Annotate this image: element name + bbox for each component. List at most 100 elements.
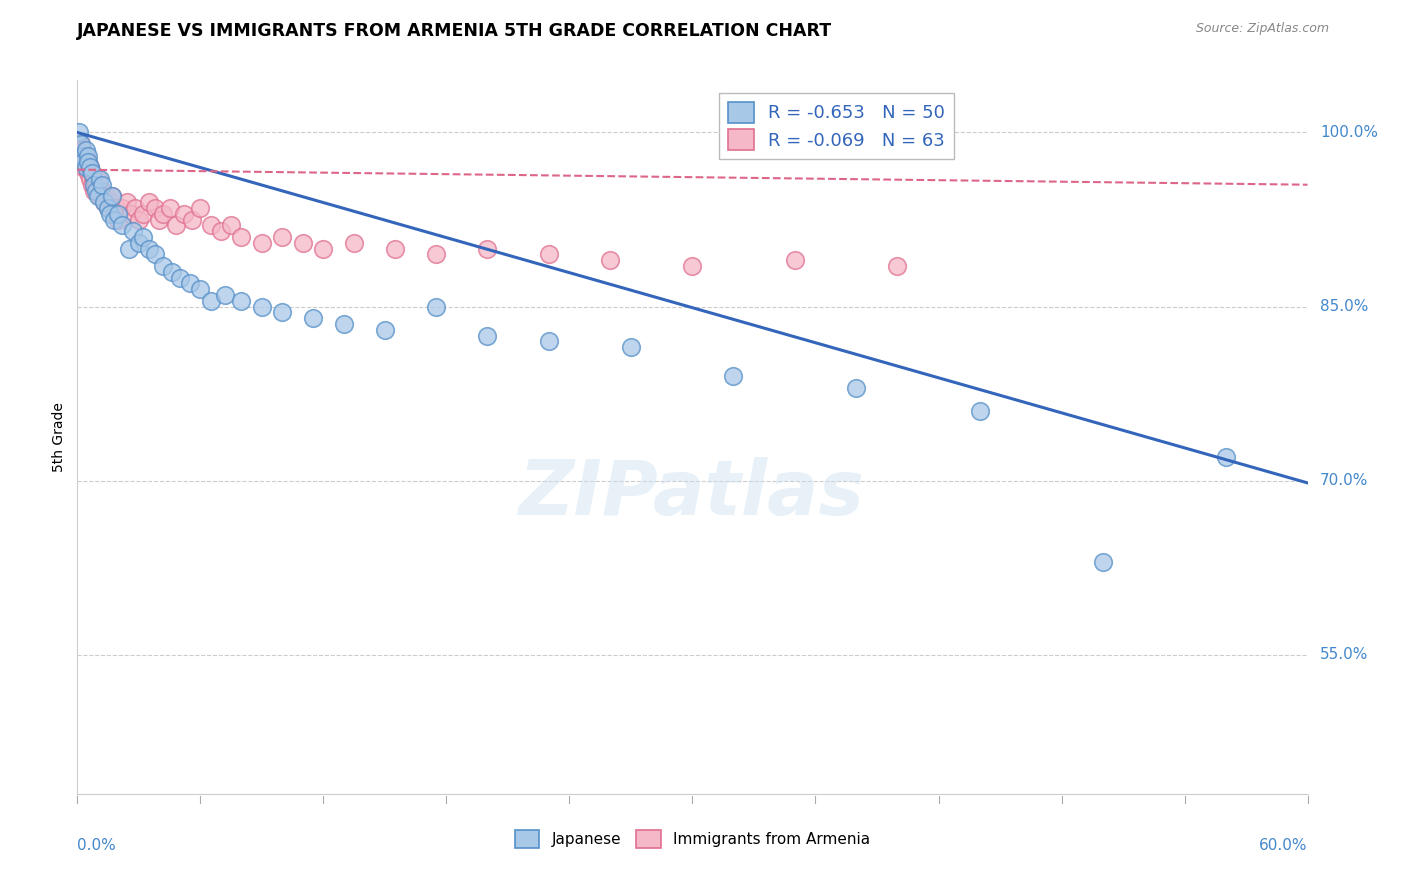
Point (312, 242, 335, 256)
Point (76, 154, 98, 169)
Point (67, 137, 90, 152)
Point (76, 166, 98, 180)
Point (302, 311, 325, 326)
Point (70, 154, 93, 169)
Point (80, 166, 103, 180)
Point (67, 126, 90, 140)
Point (111, 219, 134, 233)
Point (120, 207, 142, 221)
Text: 100.0%: 100.0% (1320, 125, 1378, 140)
Point (374, 323, 396, 337)
Point (271, 305, 294, 319)
Text: JAPANESE VS IMMIGRANTS FROM ARMENIA 5TH GRADE CORRELATION CHART: JAPANESE VS IMMIGRANTS FROM ARMENIA 5TH … (77, 22, 832, 40)
Point (599, 253, 621, 268)
Point (143, 247, 166, 261)
Point (181, 212, 204, 227)
Point (1215, 450, 1237, 465)
Point (128, 235, 150, 250)
Point (80, 166, 103, 180)
Text: 60.0%: 60.0% (1260, 838, 1308, 853)
Point (72, 161, 94, 175)
Point (1091, 555, 1114, 569)
Point (72, 143, 94, 157)
Point (128, 212, 150, 227)
Point (105, 201, 128, 215)
Point (107, 212, 129, 227)
Point (477, 328, 499, 343)
Point (200, 219, 222, 233)
Point (90, 184, 114, 198)
Text: 85.0%: 85.0% (1320, 299, 1368, 314)
Point (90, 178, 114, 192)
Point (886, 259, 908, 273)
Point (97, 201, 120, 215)
Point (84, 184, 107, 198)
Point (70, 149, 93, 163)
Point (75, 149, 97, 163)
Point (165, 219, 187, 233)
Point (101, 189, 124, 203)
Point (333, 317, 356, 331)
Point (75, 143, 97, 157)
Point (214, 288, 236, 302)
Point (121, 224, 143, 238)
Point (93, 195, 115, 210)
Point (83, 172, 105, 186)
Point (98, 195, 121, 210)
Point (75, 161, 97, 175)
Point (219, 219, 242, 233)
Point (89, 189, 111, 203)
Point (111, 201, 134, 215)
Point (188, 282, 212, 296)
Point (343, 235, 366, 250)
Point (723, 369, 745, 384)
Y-axis label: 5th Grade: 5th Grade (52, 402, 66, 472)
Point (79, 172, 101, 186)
Point (845, 381, 868, 395)
Point (132, 230, 155, 244)
Point (969, 404, 991, 418)
Point (620, 340, 643, 354)
Point (250, 235, 273, 250)
Point (148, 212, 170, 227)
Point (138, 195, 160, 210)
Point (231, 293, 253, 308)
Point (124, 201, 146, 215)
Point (94, 189, 117, 203)
Point (152, 259, 174, 273)
Point (87, 172, 110, 186)
Point (83, 178, 105, 192)
Point (200, 293, 222, 308)
Point (103, 212, 125, 227)
Point (79, 161, 101, 175)
Point (87, 184, 110, 198)
Point (250, 300, 273, 314)
Point (93, 195, 115, 210)
Point (98, 207, 121, 221)
Point (72, 154, 94, 169)
Point (537, 334, 560, 349)
Point (783, 253, 806, 268)
Point (76, 154, 98, 169)
Point (138, 242, 160, 256)
Point (231, 230, 253, 244)
Text: 55.0%: 55.0% (1320, 647, 1368, 662)
Point (173, 207, 195, 221)
Point (87, 189, 110, 203)
Point (159, 201, 181, 215)
Point (76, 149, 98, 163)
Point (75, 161, 97, 175)
Point (72, 149, 94, 163)
Point (132, 207, 155, 221)
Point (143, 201, 166, 215)
Point (384, 242, 406, 256)
Point (79, 161, 101, 175)
Point (682, 259, 704, 273)
Point (291, 235, 314, 250)
Point (152, 207, 174, 221)
Point (537, 247, 560, 261)
Point (101, 189, 124, 203)
Text: 0.0%: 0.0% (77, 838, 117, 853)
Text: ZIPatlas: ZIPatlas (519, 458, 866, 531)
Point (70, 137, 93, 152)
